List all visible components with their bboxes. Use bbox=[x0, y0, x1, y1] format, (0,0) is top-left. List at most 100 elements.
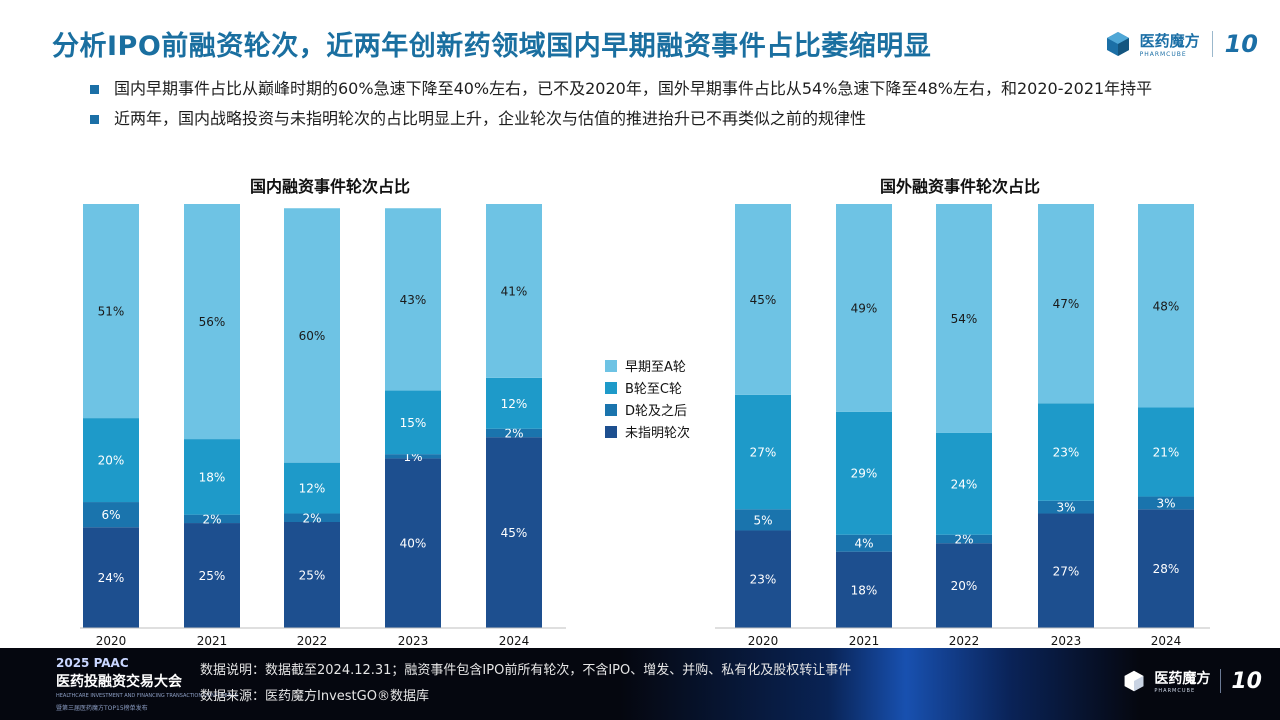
data-label: 25% bbox=[299, 569, 326, 583]
bar-segment bbox=[1038, 500, 1094, 514]
x-tick-label: 2020 bbox=[748, 634, 779, 648]
data-label: 2% bbox=[954, 532, 973, 546]
bar-segment bbox=[385, 458, 441, 628]
bar-segment bbox=[1038, 204, 1094, 404]
data-label: 4% bbox=[854, 537, 873, 551]
data-label: 3% bbox=[1056, 501, 1075, 515]
data-label: 25% bbox=[199, 569, 226, 583]
x-tick-label: 2024 bbox=[499, 634, 530, 648]
event-logo: 2025 PAAC 医药投融资交易大会 HEALTHCARE INVESTMEN… bbox=[56, 656, 238, 712]
bar-segment bbox=[735, 204, 791, 395]
bar-segment bbox=[735, 509, 791, 531]
data-label: 60% bbox=[299, 329, 326, 343]
footer-logo-name: 医药魔方 bbox=[1154, 671, 1211, 687]
legend-label: 未指明轮次 bbox=[625, 425, 690, 441]
data-label: 6% bbox=[101, 508, 120, 522]
bar-segment bbox=[486, 377, 542, 429]
legend-swatch bbox=[605, 426, 617, 438]
bar-segment bbox=[936, 432, 992, 535]
data-label: 23% bbox=[750, 573, 777, 587]
data-label: 5% bbox=[753, 513, 772, 527]
page-title: 分析IPO前融资轮次，近两年创新药领域国内早期融资事件占比萎缩明显 bbox=[52, 31, 932, 62]
data-label: 40% bbox=[400, 537, 427, 551]
chart-title: 国外融资事件轮次占比 bbox=[880, 177, 1040, 196]
bar-segment bbox=[83, 204, 139, 419]
event-name-en: 2025 PAAC bbox=[56, 656, 129, 670]
bar-segment bbox=[184, 514, 240, 524]
bullet-item: 国内早期事件占比从巅峰时期的60%急速下降至40%左右，已不及2020年，国外早… bbox=[90, 76, 1170, 102]
data-label: 18% bbox=[199, 470, 226, 484]
data-label: 48% bbox=[1153, 299, 1180, 313]
bar-segment bbox=[184, 439, 240, 515]
footer-logo-name-en: PHARMCUBE bbox=[1154, 688, 1196, 694]
data-label: 21% bbox=[1153, 446, 1180, 460]
logo-name: 医药魔方 bbox=[1139, 32, 1200, 50]
legend-swatch bbox=[605, 382, 617, 394]
data-label: 51% bbox=[98, 305, 125, 319]
data-label: 3% bbox=[1156, 496, 1175, 510]
footer-bar: 2025 PAAC 医药投融资交易大会 HEALTHCARE INVESTMEN… bbox=[0, 648, 1280, 720]
data-label: 24% bbox=[951, 477, 978, 491]
chart-title: 国内融资事件轮次占比 bbox=[250, 177, 410, 196]
data-label: 27% bbox=[750, 446, 777, 460]
brand-logo: 医药魔方 PHARMCUBE 10 bbox=[1104, 24, 1258, 64]
footer-anniversary-mark: 10 bbox=[1231, 668, 1262, 694]
bar-segment bbox=[385, 390, 441, 455]
legend-swatch bbox=[605, 404, 617, 416]
x-tick-label: 2022 bbox=[949, 634, 980, 648]
bar-segment bbox=[936, 543, 992, 628]
footer-logo-divider bbox=[1220, 669, 1222, 693]
data-label: 27% bbox=[1053, 564, 1080, 578]
data-label: 24% bbox=[98, 571, 125, 585]
data-label: 12% bbox=[299, 482, 326, 496]
bullet-item: 近两年，国内战略投资与未指明轮次的占比明显上升，企业轮次与估值的推进抬升已不再类… bbox=[90, 106, 1170, 132]
data-label: 45% bbox=[750, 293, 777, 307]
data-label: 29% bbox=[851, 467, 878, 481]
x-tick-label: 2021 bbox=[849, 634, 880, 648]
legend-swatch bbox=[605, 360, 617, 372]
data-label: 12% bbox=[501, 397, 528, 411]
data-label: 45% bbox=[501, 526, 528, 540]
bar-segment bbox=[83, 502, 139, 528]
cube-logo-icon bbox=[1124, 670, 1144, 692]
bar-segment bbox=[284, 522, 340, 628]
bar-segment bbox=[936, 534, 992, 544]
summary-bullets: 国内早期事件占比从巅峰时期的60%急速下降至40%左右，已不及2020年，国外早… bbox=[90, 76, 1170, 136]
data-label: 20% bbox=[98, 454, 125, 468]
bar-segment bbox=[836, 411, 892, 535]
anniversary-mark: 10 bbox=[1224, 30, 1258, 58]
data-label: 2% bbox=[302, 511, 321, 525]
bar-segment bbox=[936, 204, 992, 433]
data-label: 2% bbox=[504, 426, 523, 440]
bar-segment bbox=[1038, 403, 1094, 501]
data-label: 15% bbox=[400, 416, 427, 430]
bar-segment bbox=[284, 513, 340, 522]
bar-segment bbox=[184, 204, 240, 440]
bar-segment bbox=[385, 454, 441, 459]
x-tick-label: 2020 bbox=[96, 634, 127, 648]
bar-segment bbox=[1138, 204, 1194, 408]
legend-label: D轮及之后 bbox=[625, 404, 687, 419]
data-label: 41% bbox=[501, 284, 528, 298]
x-tick-label: 2023 bbox=[398, 634, 429, 648]
footer-notes: 数据说明：数据截至2024.12.31；融资事件包含IPO前所有轮次，不含IPO… bbox=[200, 658, 851, 710]
x-tick-label: 2022 bbox=[297, 634, 328, 648]
bar-segment bbox=[284, 208, 340, 463]
data-label: 47% bbox=[1053, 297, 1080, 311]
bar-segment bbox=[1138, 407, 1194, 497]
bar-segment bbox=[83, 418, 139, 503]
data-label: 56% bbox=[199, 315, 226, 329]
bar-segment bbox=[385, 208, 441, 391]
bar-segment bbox=[486, 204, 542, 378]
bar-segment bbox=[284, 462, 340, 514]
data-label: 54% bbox=[951, 312, 978, 326]
bar-segment bbox=[486, 428, 542, 438]
data-label: 20% bbox=[951, 579, 978, 593]
data-source: 数据来源：医药魔方InvestGO®数据库 bbox=[200, 689, 429, 704]
footer-decoration bbox=[620, 648, 1140, 720]
event-tagline: 暨第三届医药魔方TOP15榜单发布 bbox=[56, 705, 148, 712]
bar-segment bbox=[1038, 513, 1094, 628]
bar-segment bbox=[184, 523, 240, 628]
event-name-cn: 医药投融资交易大会 bbox=[56, 674, 182, 690]
data-label: 2% bbox=[202, 512, 221, 526]
